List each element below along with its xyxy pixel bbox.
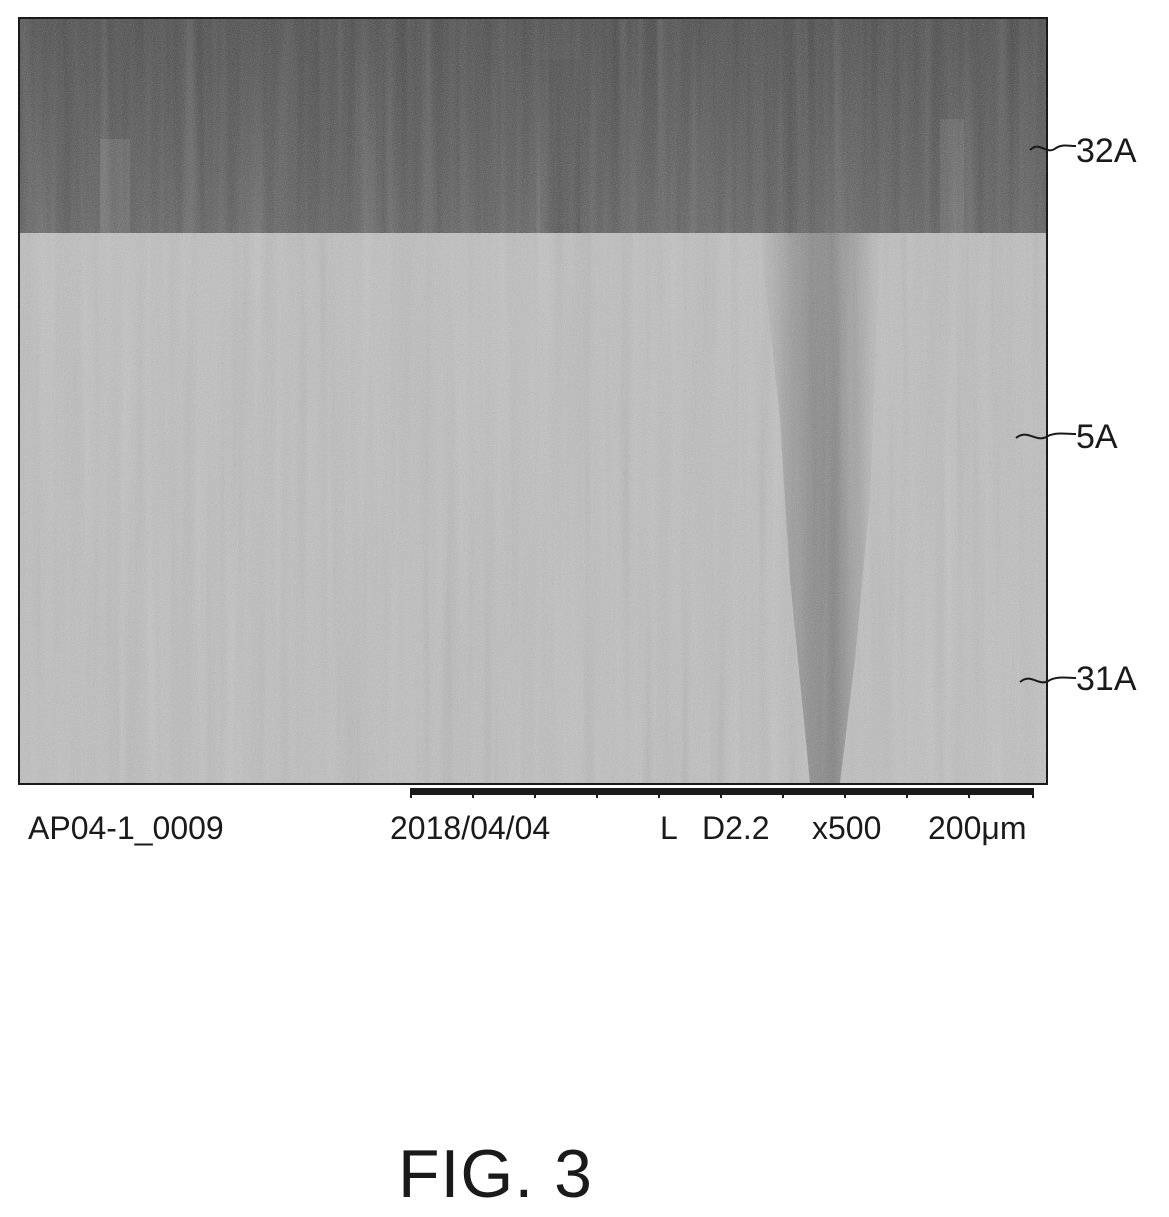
figure-title: FIG. 3 bbox=[398, 1140, 593, 1208]
reference-label-31a: 31A bbox=[1076, 662, 1137, 696]
working-distance: D2.2 bbox=[702, 812, 770, 844]
scale-label: 200μm bbox=[928, 812, 1026, 844]
capture-date: 2018/04/04 bbox=[390, 812, 550, 844]
sample-id: AP04-1_0009 bbox=[28, 812, 224, 844]
leader-line-31a bbox=[1018, 664, 1078, 694]
magnification: x500 bbox=[812, 812, 881, 844]
micrograph-image bbox=[20, 19, 1046, 783]
detector-mode: L bbox=[660, 812, 678, 844]
reference-label-32a: 32A bbox=[1076, 134, 1137, 168]
leader-line-32a bbox=[1028, 132, 1078, 162]
leader-line-5a bbox=[1014, 420, 1078, 450]
scale-bar bbox=[410, 788, 1034, 798]
reference-label-5a: 5A bbox=[1076, 420, 1118, 454]
sem-micrograph bbox=[18, 17, 1048, 785]
